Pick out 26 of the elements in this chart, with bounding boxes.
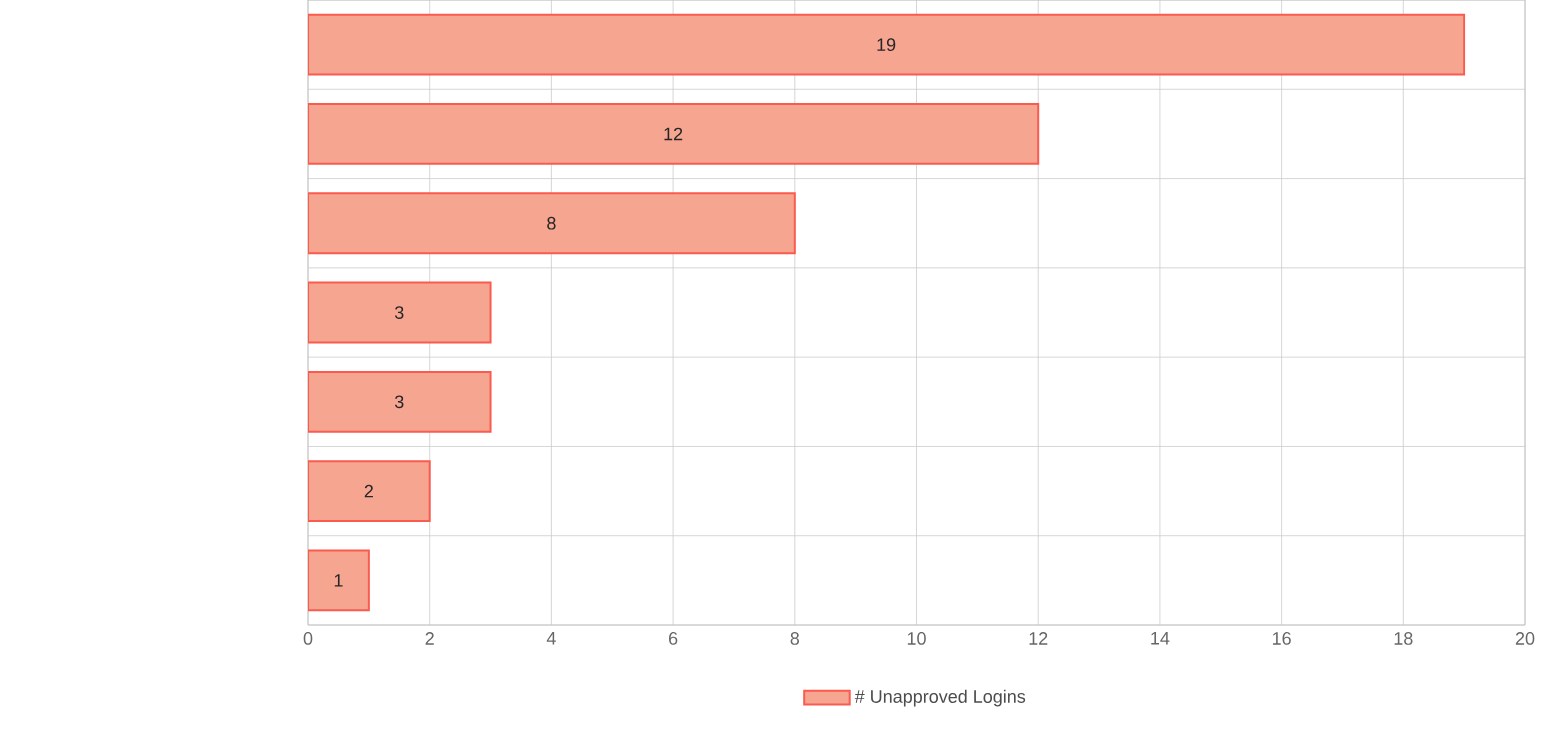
data-label: 2 — [364, 484, 373, 498]
x-tick-label: 6 — [669, 632, 678, 645]
data-label: 3 — [394, 395, 404, 409]
bar — [308, 370, 492, 433]
data-label: 8 — [547, 216, 556, 230]
x-tick-label: 10 — [907, 632, 926, 645]
x-tick-label: 0 — [303, 632, 313, 645]
bar — [308, 192, 796, 255]
data-label: 19 — [877, 38, 896, 52]
x-tick-label: 2 — [425, 632, 434, 645]
x-tick-label: 16 — [1272, 632, 1291, 645]
bar — [308, 13, 1466, 76]
bar — [308, 281, 492, 344]
x-tick-label: 20 — [1515, 632, 1535, 645]
bar — [308, 460, 431, 522]
x-tick-label: 4 — [546, 632, 556, 645]
data-label: 1 — [334, 574, 343, 587]
x-tick-label: 18 — [1394, 632, 1413, 645]
legend-label: # Unapproved Logins — [854, 689, 1026, 707]
data-label: 12 — [664, 127, 683, 141]
bar — [308, 549, 370, 612]
data-label: 3 — [394, 306, 404, 319]
x-tick-label: 8 — [790, 632, 800, 645]
bar — [308, 103, 1040, 165]
x-tick-label: 12 — [1029, 632, 1048, 645]
x-tick-label: 14 — [1151, 632, 1170, 645]
